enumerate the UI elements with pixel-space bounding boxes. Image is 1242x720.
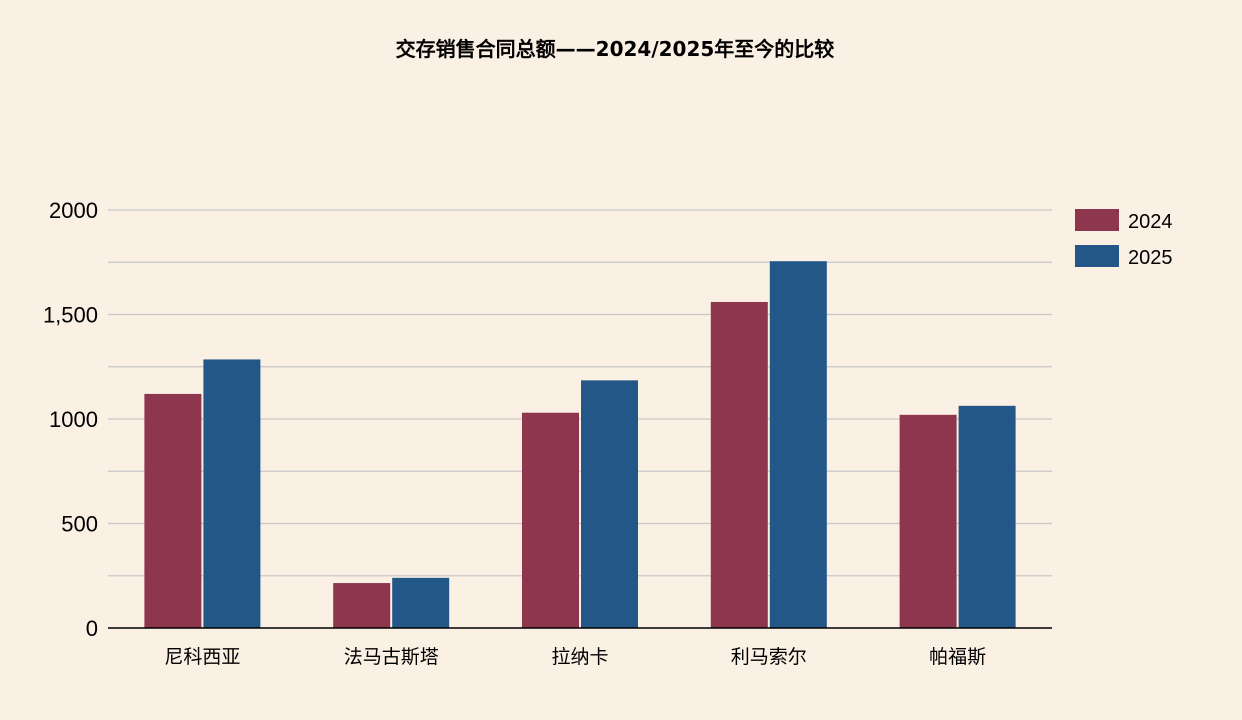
chart-title: 交存销售合同总额——2024/2025年至今的比较 (396, 37, 835, 61)
y-tick-label: 500 (61, 512, 98, 537)
y-tick-label: 2000 (49, 198, 98, 223)
legend-label: 2025 (1128, 247, 1173, 269)
bar-2025 (769, 261, 827, 628)
y-tick-label: 1,500 (43, 303, 98, 328)
y-tick-label: 0 (86, 616, 98, 641)
bar-2025 (581, 380, 638, 628)
bar-2025 (203, 359, 261, 628)
x-category-label: 法马古斯塔 (344, 646, 439, 668)
bars (144, 261, 1016, 628)
legend: 2024 2025 (1075, 209, 1173, 269)
bar-2025 (958, 405, 1016, 628)
bar-2025 (392, 577, 450, 628)
legend-swatch (1075, 209, 1119, 231)
bar-2024 (333, 583, 391, 628)
x-category-label: 拉纳卡 (551, 646, 608, 668)
legend-label: 2024 (1128, 211, 1173, 233)
legend-swatch (1075, 245, 1119, 267)
bar-2024 (899, 414, 957, 628)
y-tick-label: 1000 (49, 407, 98, 432)
grid-lines (108, 209, 1052, 577)
bar-2024 (144, 393, 202, 628)
x-category-label: 帕福斯 (929, 646, 986, 668)
bar-2024 (522, 412, 579, 628)
bar-2024 (710, 301, 768, 628)
axes: 0 500 1000 1,500 2000 尼科西亚 法马古斯塔 拉纳卡 利马索尔 帕福斯 (43, 198, 1052, 668)
x-category-label: 利马索尔 (731, 646, 807, 668)
x-category-label: 尼科西亚 (164, 646, 240, 668)
